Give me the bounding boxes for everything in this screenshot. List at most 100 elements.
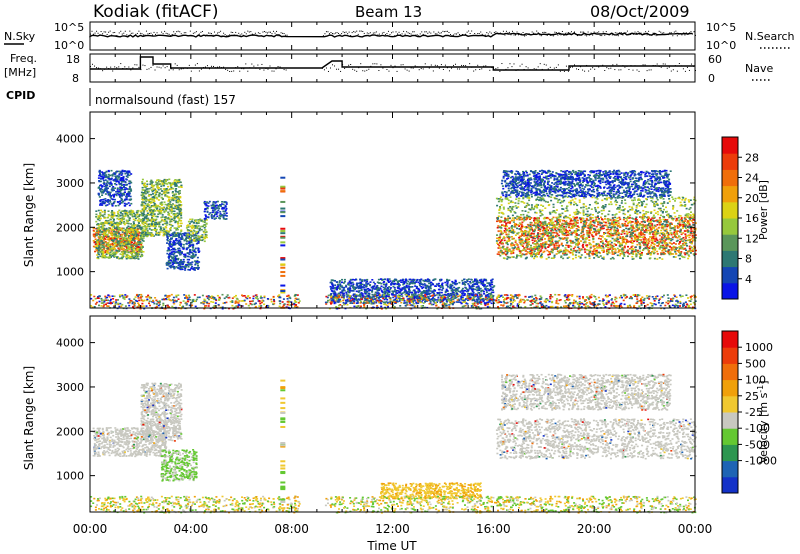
data-cell bbox=[144, 191, 146, 193]
data-cell bbox=[107, 242, 110, 245]
data-cell bbox=[157, 180, 160, 183]
data-cell bbox=[170, 226, 172, 229]
nave-point bbox=[382, 67, 384, 69]
data-cell bbox=[125, 184, 128, 186]
data-cell bbox=[103, 222, 106, 224]
data-cell bbox=[143, 206, 146, 208]
data-cell bbox=[168, 230, 171, 233]
data-cell bbox=[142, 217, 144, 220]
data-cell bbox=[328, 299, 331, 301]
nave-point bbox=[202, 67, 204, 69]
data-cell bbox=[127, 246, 130, 249]
nave-point bbox=[666, 67, 668, 69]
data-cell bbox=[133, 255, 136, 257]
data-cell bbox=[180, 245, 182, 247]
data-cell bbox=[361, 279, 364, 281]
data-cell bbox=[113, 189, 115, 191]
nave-point bbox=[352, 68, 354, 70]
nave-point bbox=[543, 63, 545, 65]
data-cell bbox=[178, 242, 181, 244]
data-cell bbox=[107, 177, 110, 180]
nsky-trace bbox=[89, 32, 693, 38]
data-cell bbox=[215, 213, 218, 215]
data-cell bbox=[186, 233, 189, 236]
data-cell bbox=[433, 278, 436, 281]
data-cell bbox=[458, 281, 461, 284]
data-cell bbox=[171, 192, 174, 194]
data-cell bbox=[222, 203, 225, 206]
nsearch-point bbox=[138, 30, 140, 32]
nsearch-point bbox=[167, 33, 169, 35]
data-cell bbox=[112, 247, 115, 249]
data-cell bbox=[584, 305, 587, 308]
data-cell bbox=[135, 243, 138, 245]
data-cell bbox=[113, 237, 116, 239]
data-cell bbox=[339, 285, 342, 288]
nsearch-point bbox=[652, 32, 654, 34]
data-cell bbox=[446, 290, 449, 292]
nave-point bbox=[390, 64, 392, 66]
nave-point bbox=[271, 70, 273, 72]
data-cell bbox=[175, 255, 178, 257]
data-cell bbox=[150, 219, 153, 222]
data-cell bbox=[410, 291, 413, 294]
data-cell bbox=[365, 288, 368, 291]
data-cell bbox=[490, 279, 493, 281]
data-cell bbox=[156, 182, 159, 184]
data-cell bbox=[125, 203, 128, 205]
nsearch-point bbox=[552, 35, 554, 37]
data-cell bbox=[122, 227, 125, 230]
data-cell bbox=[162, 208, 165, 211]
data-cell bbox=[455, 291, 458, 294]
station-title: Kodiak (fitACF) bbox=[93, 2, 219, 22]
nsearch-point bbox=[504, 34, 506, 36]
data-cell bbox=[173, 216, 176, 218]
nave-point bbox=[676, 70, 678, 72]
data-cell bbox=[102, 256, 105, 258]
data-cell bbox=[116, 256, 119, 258]
data-cell bbox=[98, 194, 100, 196]
data-cell bbox=[386, 278, 389, 280]
data-cell bbox=[341, 278, 343, 281]
data-cell bbox=[133, 229, 135, 231]
data-cell bbox=[121, 244, 124, 247]
nsearch-point bbox=[285, 34, 287, 36]
data-cell bbox=[144, 228, 147, 230]
data-cell bbox=[224, 205, 227, 207]
nsearch-point bbox=[456, 33, 458, 35]
nave-point bbox=[598, 66, 600, 68]
nsearch-point bbox=[658, 30, 660, 32]
data-cell bbox=[403, 287, 406, 290]
data-cell bbox=[397, 290, 400, 292]
data-cell bbox=[174, 256, 177, 259]
nave-point bbox=[364, 70, 366, 72]
data-cell bbox=[123, 240, 126, 243]
data-cell bbox=[116, 257, 118, 259]
nave-point bbox=[182, 68, 184, 70]
data-cell bbox=[209, 212, 212, 214]
data-cell bbox=[161, 183, 164, 185]
data-cell bbox=[154, 203, 157, 206]
nsearch-point bbox=[607, 33, 609, 35]
nsearch-point bbox=[145, 30, 147, 32]
data-cell bbox=[175, 206, 178, 209]
data-cell bbox=[485, 291, 488, 294]
data-cell bbox=[119, 194, 122, 196]
data-cell bbox=[109, 254, 112, 257]
data-cell bbox=[143, 195, 146, 198]
data-cell bbox=[146, 190, 149, 192]
nsearch-point bbox=[584, 34, 586, 36]
data-cell bbox=[342, 282, 345, 284]
data-cell bbox=[171, 203, 174, 205]
data-cell bbox=[160, 190, 163, 192]
nsearch-point bbox=[368, 33, 370, 35]
data-cell bbox=[126, 243, 129, 245]
data-cell bbox=[146, 223, 149, 226]
data-cell bbox=[172, 194, 174, 197]
data-cell bbox=[444, 291, 447, 293]
data-cell bbox=[159, 210, 162, 213]
data-cell bbox=[100, 175, 103, 178]
data-cell bbox=[151, 196, 154, 199]
data-cell bbox=[151, 216, 153, 219]
data-cell bbox=[446, 286, 449, 288]
